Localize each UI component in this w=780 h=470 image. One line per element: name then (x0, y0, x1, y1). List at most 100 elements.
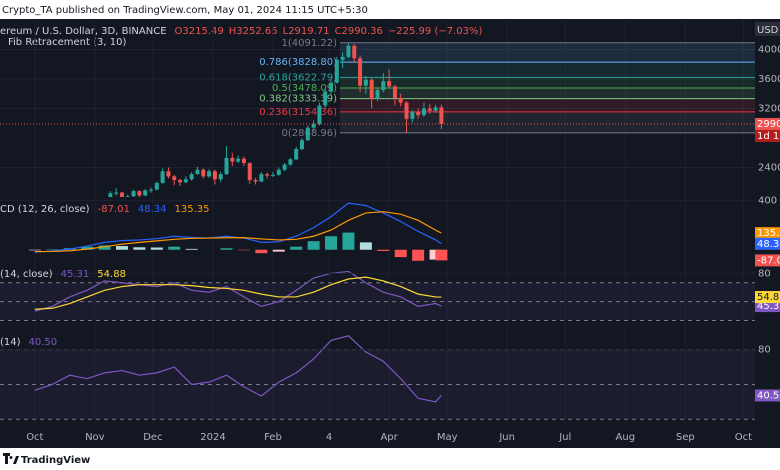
y-tick-label: 80 (758, 345, 771, 356)
candle-body (300, 140, 304, 150)
value-badge (755, 117, 780, 130)
badge-label: 45.31 (757, 301, 780, 312)
histogram-bar (98, 245, 111, 250)
candle-body (294, 149, 299, 160)
histogram-bar (168, 246, 181, 250)
fib-label: 0.618(3622.79) (259, 72, 337, 83)
candle-body (195, 169, 200, 175)
candle-body (282, 164, 287, 170)
candle-body (410, 112, 415, 119)
candle-body (265, 174, 270, 176)
candle-body (317, 105, 322, 124)
x-tick-label: Jun (498, 432, 515, 443)
ohlc-value: L2919.71 (283, 26, 330, 37)
indicator-line (34, 276, 442, 310)
candle-body (108, 193, 113, 197)
candle-body (392, 86, 397, 99)
badge-label: 135.35 (757, 228, 780, 239)
histogram-bar (133, 247, 146, 250)
candle-body (416, 112, 421, 116)
badge-label: 54.88 (757, 292, 780, 303)
candle-body (358, 58, 363, 86)
legend-value: 135.35 (174, 204, 209, 215)
histogram-bar (325, 236, 338, 250)
value-badge (755, 291, 780, 304)
fib-band (340, 77, 755, 88)
pane (0, 270, 755, 322)
x-tick-label: Oct (26, 432, 43, 443)
histogram-bar (150, 247, 163, 250)
x-tick-label: Nov (85, 432, 105, 443)
fib-label: 0.236(3154.36) (259, 107, 337, 118)
x-tick-label: Apr (380, 432, 398, 443)
x-tick-label: 2024 (200, 432, 225, 443)
histogram-bar (359, 242, 372, 250)
indicator-name: Fib Retracement (3, 10) (8, 37, 126, 48)
currency-label: USD (757, 25, 779, 36)
candle-body (178, 180, 183, 183)
candle-body (375, 90, 380, 99)
candle-body (259, 174, 264, 182)
histogram-bar (255, 249, 268, 254)
legend-value: 40.50 (29, 337, 58, 348)
legend-value: 45.31 (61, 269, 90, 280)
countdown-bg (755, 129, 780, 142)
indicator-line (34, 211, 442, 253)
histogram-bar (435, 249, 448, 261)
candle-body (131, 191, 136, 197)
y-tick-label: 4000 (758, 45, 780, 56)
legend-value: -87.01 (98, 204, 130, 215)
candle-body (230, 157, 235, 162)
ohlc-value: O3215.49 (175, 26, 224, 37)
histogram-bar (115, 246, 128, 250)
candle-body (305, 127, 310, 141)
x-tick-label: Dec (143, 432, 162, 443)
fib-band (340, 111, 755, 133)
y-tick-label: 2400 (758, 163, 780, 174)
candle-body (334, 59, 339, 83)
histogram-bar (28, 249, 41, 251)
value-badge (755, 237, 780, 250)
histogram-bar (412, 249, 425, 261)
candle-body (329, 82, 334, 92)
indicator-line (34, 270, 442, 312)
candle-body (363, 79, 368, 86)
candle-body (241, 158, 246, 164)
candle-body (247, 163, 252, 181)
candle-body (119, 192, 124, 197)
y-tick-label: 3200 (758, 104, 780, 115)
value-badge (755, 227, 780, 240)
ohlc-value: C2990.36 (335, 26, 383, 37)
candle-body (311, 123, 316, 128)
axis-header-bg (755, 22, 780, 36)
candle-body (154, 182, 159, 190)
fib-label: 0.5(3478.09) (272, 83, 337, 94)
x-tick-label: Jul (558, 432, 571, 443)
value-badge (755, 389, 780, 402)
pane-legend: (14) (0, 337, 21, 348)
candle-body (340, 56, 345, 60)
candle-body (381, 81, 386, 91)
candle-body (218, 174, 223, 180)
candle-body (421, 108, 426, 116)
candle-body (387, 81, 392, 87)
candle-body (253, 180, 258, 182)
candle-body (369, 79, 374, 99)
countdown: 1d 1 (757, 131, 779, 142)
ohlc-value: −225.99 (−7.03%) (388, 26, 483, 37)
histogram-bar (185, 248, 198, 250)
candle-body (143, 190, 148, 196)
brand: TradingView (21, 455, 90, 466)
pane (28, 202, 448, 261)
fib-band (340, 42, 755, 63)
candle-body (439, 107, 444, 124)
candle-body (433, 107, 438, 111)
x-tick-label: Feb (264, 432, 282, 443)
histogram-bar (220, 248, 233, 250)
candle-body (172, 176, 177, 181)
candle-body (352, 45, 357, 59)
pane-legend: CD (12, 26, close) (0, 204, 90, 215)
candle-body (207, 171, 212, 177)
candle-body (149, 189, 153, 191)
indicator-line (34, 335, 442, 403)
